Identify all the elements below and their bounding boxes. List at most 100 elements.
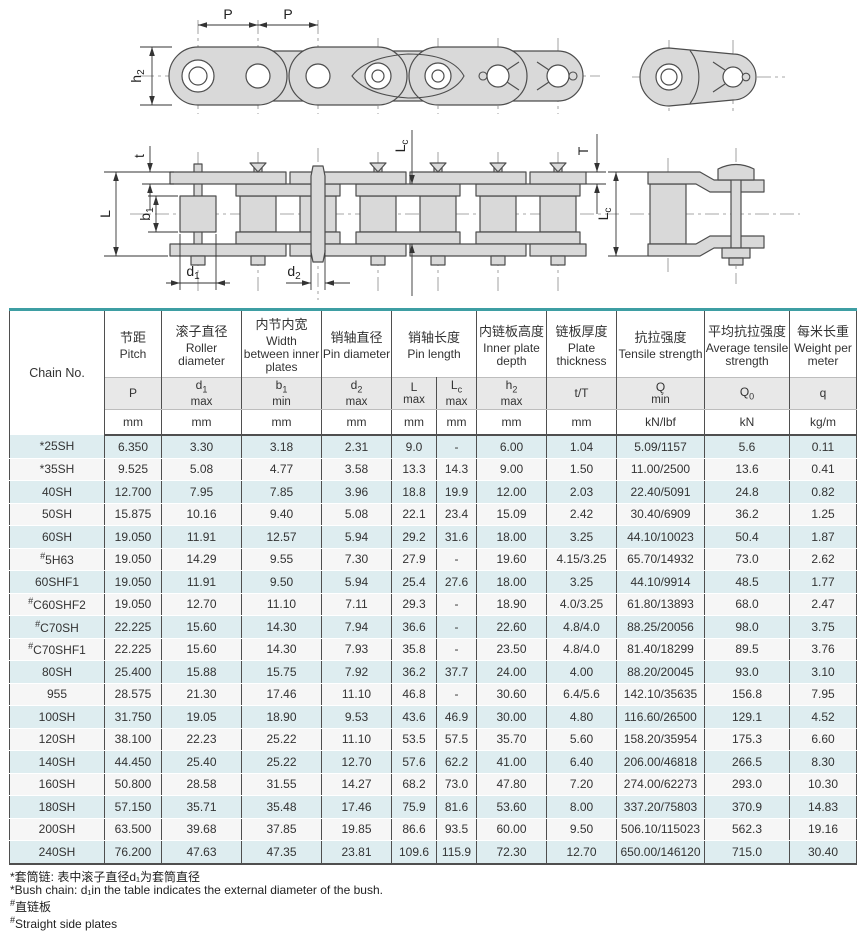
table-cell: - bbox=[436, 683, 477, 706]
dim-label-L: L bbox=[97, 210, 113, 218]
hash-marker: # bbox=[35, 618, 41, 629]
table-cell: 6.350 bbox=[104, 435, 162, 459]
symbol-sub: 2 bbox=[357, 384, 363, 395]
table-cell: 11.91 bbox=[161, 525, 242, 549]
table-cell: 36.2 bbox=[391, 660, 437, 684]
footnote-line: *Bush chain: d₁in the table indicates th… bbox=[10, 882, 383, 897]
table-cell: 370.9 bbox=[704, 795, 790, 819]
symbol-sub: 2 bbox=[512, 384, 518, 395]
symbol-cell: q bbox=[789, 377, 857, 410]
chain-spec-table: Chain No. 节距 Pitch 滚子直径 Roller diameter 内节内宽 W… bbox=[9, 308, 857, 865]
table-cell: 4.80 bbox=[546, 705, 617, 729]
table-cell: 11.10 bbox=[321, 728, 392, 751]
header-en: Pitch bbox=[119, 347, 147, 362]
dim-label-b1: b1 bbox=[137, 207, 156, 221]
footnote-line: #直链板 bbox=[10, 897, 52, 914]
footnote-line: #Straight side plates bbox=[10, 914, 118, 931]
chain-no-cell: 160SH bbox=[9, 773, 105, 796]
table-cell: 46.9 bbox=[436, 705, 477, 729]
table-cell: 44.10/10023 bbox=[616, 525, 705, 549]
table-row: *35SH 9.525 5.08 4.77 3.58 13.3 14.3 9.00 1.50 11… bbox=[9, 458, 857, 481]
table-cell: 27.6 bbox=[436, 570, 477, 594]
table-cell: 31.55 bbox=[241, 773, 322, 796]
table-cell: 47.63 bbox=[161, 840, 242, 864]
table-cell: 142.10/35635 bbox=[616, 683, 705, 706]
table-row: *25SH 6.350 3.30 3.18 2.31 9.0-6.00 1.04 5.09/1… bbox=[9, 435, 857, 459]
col-group-header: 滚子直径 Roller diameter bbox=[161, 309, 242, 378]
table-cell: 562.3 bbox=[704, 818, 790, 841]
unit-cell: mm bbox=[321, 409, 392, 436]
table-cell: 15.88 bbox=[161, 660, 242, 684]
table-cell: 17.46 bbox=[241, 683, 322, 706]
table-cell: 4.8/4.0 bbox=[546, 638, 617, 661]
table-cell: 35.48 bbox=[241, 795, 322, 819]
col-group-header: 每米长重 Weight per meter bbox=[789, 309, 857, 378]
header-zh: 平均抗拉强度 bbox=[707, 323, 786, 339]
unit-cell: mm bbox=[436, 409, 477, 436]
table-cell: 47.35 bbox=[241, 840, 322, 864]
table-cell: 18.90 bbox=[476, 593, 547, 616]
symbol-main: d bbox=[195, 378, 203, 393]
single-link-side-view bbox=[632, 40, 785, 115]
table-cell: 158.20/35954 bbox=[616, 728, 705, 751]
table-cell: 9.50 bbox=[241, 570, 322, 594]
table-cell: 15.875 bbox=[104, 503, 162, 526]
table-cell: 5.08 bbox=[161, 458, 242, 481]
table-cell: 115.9 bbox=[436, 840, 477, 864]
chain-no-cell: 955 bbox=[9, 683, 105, 706]
table-cell: 3.10 bbox=[789, 660, 857, 684]
table-cell: 1.87 bbox=[789, 525, 857, 549]
table-cell: 274.00/62273 bbox=[616, 773, 705, 796]
table-cell: 14.30 bbox=[241, 638, 322, 661]
symbol-qualifier: max bbox=[403, 394, 425, 407]
table-row: #C70SH 22.225 15.60 14.30 7.94 36.6-22.60 4.8/… bbox=[9, 615, 857, 639]
symbol-cell: b1 min bbox=[241, 377, 322, 410]
table-cell: 37.7 bbox=[436, 660, 477, 684]
table-cell: 25.22 bbox=[241, 728, 322, 751]
symbol-cell: P bbox=[104, 377, 162, 410]
table-cell: 13.6 bbox=[704, 458, 790, 481]
table-cell: 12.70 bbox=[161, 593, 242, 616]
table-cell: 2.31 bbox=[321, 435, 392, 459]
table-cell: 75.9 bbox=[391, 795, 437, 819]
chain-no-cell: 120SH bbox=[9, 728, 105, 751]
table-cell: 9.53 bbox=[321, 705, 392, 729]
table-cell: - bbox=[436, 593, 477, 616]
symbol-cell: Lc max bbox=[436, 377, 477, 410]
table-cell: 4.00 bbox=[546, 660, 617, 684]
table-cell: 4.15/3.25 bbox=[546, 548, 617, 571]
table-cell: 14.29 bbox=[161, 548, 242, 571]
table-cell: 6.4/5.6 bbox=[546, 683, 617, 706]
col-group-header: 节距 Pitch bbox=[104, 309, 162, 378]
table-cell: 11.00/2500 bbox=[616, 458, 705, 481]
table-row: 240SH 76.200 47.63 47.35 23.81 109.6 115.9 72.3… bbox=[9, 840, 857, 864]
rollers bbox=[179, 195, 577, 233]
table-cell: 12.70 bbox=[546, 840, 617, 864]
table-cell: 3.25 bbox=[546, 525, 617, 549]
table-cell: 7.11 bbox=[321, 593, 392, 616]
header-en: Pin length bbox=[407, 347, 461, 362]
symbol-sub: 1 bbox=[202, 384, 208, 395]
table-cell: 0.41 bbox=[789, 458, 857, 481]
chain-no-cell: 100SH bbox=[9, 705, 105, 729]
symbol-main: L bbox=[410, 379, 418, 394]
table-cell: 4.0/3.25 bbox=[546, 593, 617, 616]
table-cell: 62.2 bbox=[436, 750, 477, 774]
table-cell: 25.22 bbox=[241, 750, 322, 774]
col-group-header: 链板厚度 Plate thickness bbox=[546, 309, 617, 378]
footnotes: *套筒链: 表中滚子直径d₁为套筒直径 *Bush chain: d₁in the… bbox=[10, 870, 865, 931]
table-row: #C60SHF2 19.050 12.70 11.10 7.11 29.3-18.90 4.… bbox=[9, 593, 857, 616]
table-cell: 206.00/46818 bbox=[616, 750, 705, 774]
table-cell: 81.6 bbox=[436, 795, 477, 819]
header-en: Inner plate depth bbox=[483, 340, 540, 368]
header-en: Plate thickness bbox=[556, 340, 607, 368]
table-cell: 293.0 bbox=[704, 773, 790, 796]
chain-no-cell: 80SH bbox=[9, 660, 105, 684]
symbol-main: d bbox=[350, 378, 358, 393]
cotter-ring bbox=[741, 72, 751, 82]
col-group-header: 销轴直径 Pin diameter bbox=[321, 309, 392, 378]
table-row: #5H63 19.050 14.29 9.55 7.30 27.9-19.60 4.15/3… bbox=[9, 548, 857, 571]
